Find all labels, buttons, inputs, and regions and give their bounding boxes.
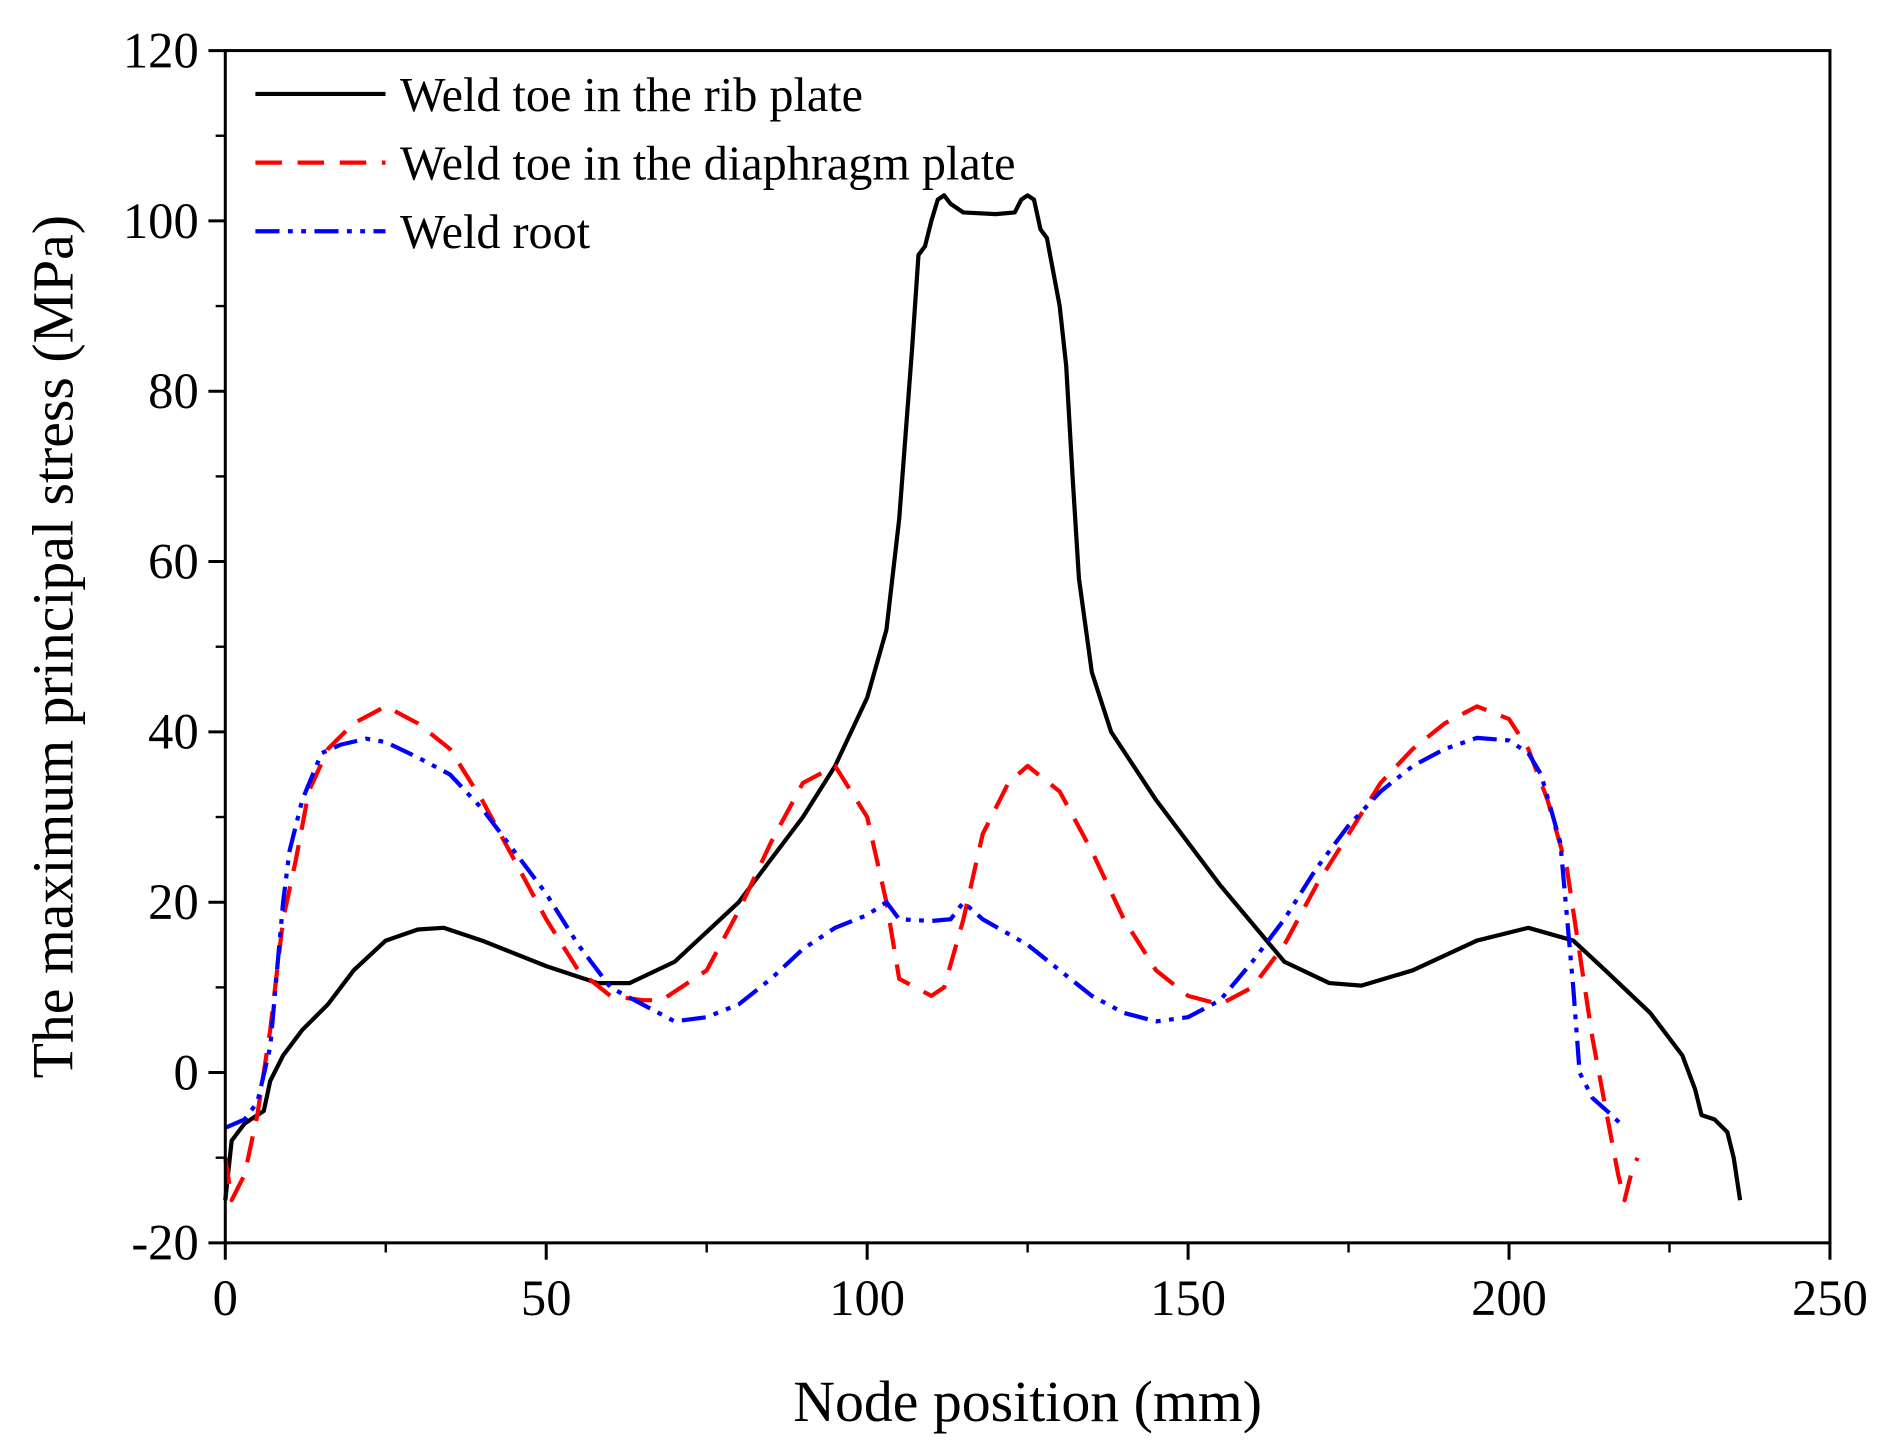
y-tick-label: 120 bbox=[123, 22, 199, 78]
x-axis-label: Node position (mm) bbox=[793, 1369, 1262, 1434]
y-tick-label: 60 bbox=[148, 533, 199, 589]
plot-frame bbox=[223, 49, 1832, 1245]
series-line-2 bbox=[224, 735, 1627, 1130]
x-tick-label: 250 bbox=[1792, 1270, 1868, 1326]
series-lines bbox=[223, 193, 1743, 1203]
legend: Weld toe in the rib plate Weld toe in the… bbox=[255, 69, 1016, 259]
series-line-1 bbox=[223, 704, 1640, 1203]
legend-label: Weld root bbox=[400, 206, 591, 259]
y-tick-label: 80 bbox=[148, 363, 199, 419]
y-tick-label: -20 bbox=[131, 1215, 198, 1271]
x-tick-label: 200 bbox=[1471, 1270, 1547, 1326]
series-line-0 bbox=[223, 193, 1743, 1201]
y-axis-label: The maximum principal stress (MPa) bbox=[20, 215, 85, 1078]
x-tick-label: 0 bbox=[213, 1270, 238, 1326]
axis-ticks: 0 50 100 150 200 250 -20 0 20 40 60 80 100 120 bbox=[123, 22, 1868, 1326]
y-tick-label: 100 bbox=[123, 193, 199, 249]
x-tick-label: 150 bbox=[1150, 1270, 1226, 1326]
x-tick-label: 100 bbox=[829, 1270, 905, 1326]
x-tick-label: 50 bbox=[521, 1270, 572, 1326]
y-tick-label: 0 bbox=[173, 1044, 198, 1100]
y-tick-label: 40 bbox=[148, 704, 199, 760]
y-tick-label: 20 bbox=[148, 874, 199, 930]
legend-label: Weld toe in the diaphragm plate bbox=[400, 137, 1016, 190]
legend-label: Weld toe in the rib plate bbox=[400, 69, 863, 122]
